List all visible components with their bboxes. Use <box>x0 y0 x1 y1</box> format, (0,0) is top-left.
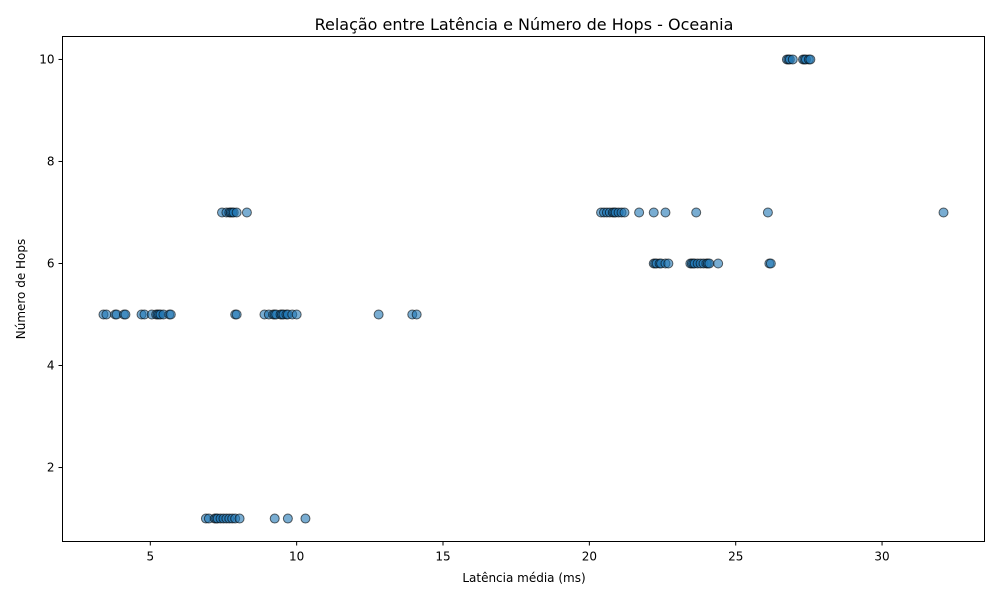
data-point <box>691 207 702 218</box>
y-tick-label: 10 <box>39 52 54 66</box>
data-point <box>373 309 384 320</box>
data-point <box>101 309 112 320</box>
data-point <box>231 309 242 320</box>
x-tick-label: 25 <box>728 550 743 564</box>
data-point <box>648 207 659 218</box>
y-tick-label: 6 <box>47 256 55 270</box>
data-points <box>98 54 949 524</box>
data-point <box>165 309 176 320</box>
data-point <box>660 207 671 218</box>
y-axis-label: Número de Hops <box>14 239 28 340</box>
y-tick-label: 2 <box>47 461 55 475</box>
data-point <box>787 54 798 65</box>
x-axis: 5 10 15 20 25 30 <box>146 541 890 564</box>
data-point <box>704 258 715 269</box>
x-axis-label: Latência média (ms) <box>462 571 585 585</box>
y-tick-label: 8 <box>47 154 55 168</box>
data-point <box>634 207 645 218</box>
data-point <box>805 54 816 65</box>
data-point <box>663 258 674 269</box>
data-point <box>762 207 773 218</box>
x-tick-label: 5 <box>146 550 154 564</box>
data-point <box>291 309 302 320</box>
data-point <box>300 513 311 524</box>
plot-area <box>62 36 985 542</box>
chart-title: Relação entre Latência e Número de Hops … <box>315 15 734 34</box>
data-point <box>411 309 422 320</box>
y-tick-label: 4 <box>47 359 55 373</box>
x-tick-label: 30 <box>874 550 889 564</box>
data-point <box>234 513 245 524</box>
y-axis: 2 4 6 8 10 <box>39 52 63 475</box>
data-point <box>241 207 252 218</box>
data-point <box>231 207 242 218</box>
data-point <box>713 258 724 269</box>
data-point <box>619 207 630 218</box>
x-tick-label: 10 <box>289 550 304 564</box>
data-point <box>765 258 776 269</box>
x-tick-label: 15 <box>435 550 450 564</box>
x-tick-label: 20 <box>582 550 597 564</box>
data-point <box>282 513 293 524</box>
data-point <box>938 207 949 218</box>
data-point <box>269 513 280 524</box>
data-point <box>120 309 131 320</box>
